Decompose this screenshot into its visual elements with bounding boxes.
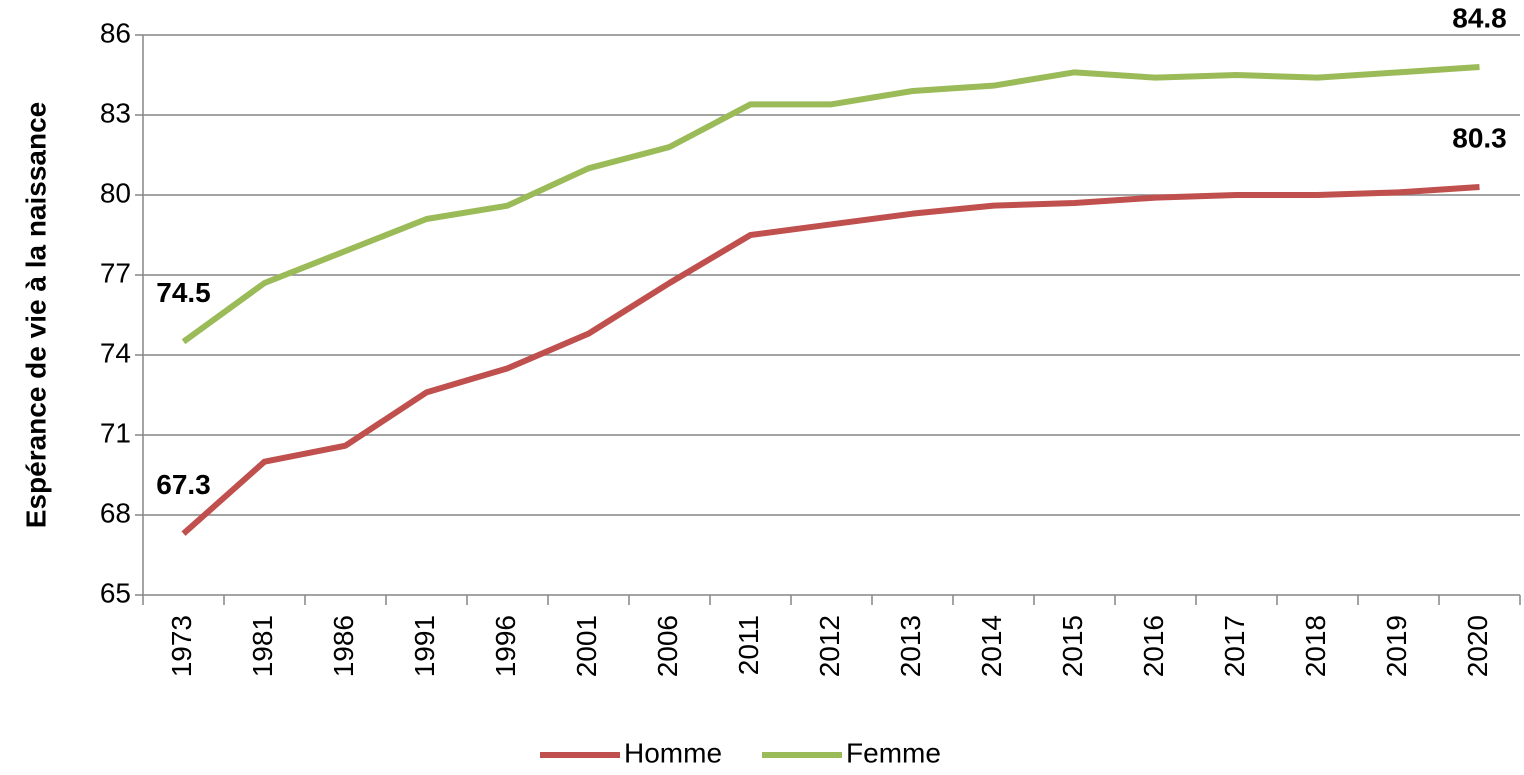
x-tick-label: 2014 [976, 615, 1007, 677]
y-tick-label: 80 [100, 177, 131, 208]
line-series [181, 64, 1480, 345]
x-tick-label: 1996 [490, 615, 521, 677]
line-series [181, 184, 1480, 536]
legend-label: Homme [624, 737, 722, 768]
y-tick-label: 71 [100, 417, 131, 448]
y-tick-label: 77 [100, 257, 131, 288]
x-tick-label: 2018 [1300, 615, 1331, 677]
x-tick-label: 1991 [409, 615, 440, 677]
x-tick-label: 1981 [247, 615, 278, 677]
data-label: 67.3 [156, 469, 211, 500]
data-label: 84.8 [1452, 2, 1507, 33]
x-tick-label: 2011 [733, 615, 764, 675]
x-tick-label: 2006 [652, 615, 683, 677]
data-label: 74.5 [156, 277, 211, 308]
x-tick-label: 2012 [814, 615, 845, 677]
y-tick-label: 65 [100, 577, 131, 608]
x-tick-label: 2016 [1138, 615, 1169, 677]
y-axis-title: Espérance de vie à la naissance [20, 102, 51, 528]
legend-label: Femme [846, 737, 941, 768]
x-tick-label: 1973 [166, 615, 197, 677]
x-tick-label: 2017 [1219, 615, 1250, 677]
data-label: 80.3 [1452, 122, 1507, 153]
y-tick-label: 68 [100, 497, 131, 528]
x-tick-label: 2013 [895, 615, 926, 677]
y-tick-label: 86 [100, 17, 131, 48]
y-tick-label: 74 [100, 337, 131, 368]
x-tick-label: 2020 [1462, 615, 1493, 677]
x-tick-label: 2019 [1381, 615, 1412, 677]
y-tick-label: 83 [100, 97, 131, 128]
x-tick-label: 2015 [1057, 615, 1088, 677]
x-tick-label: 2001 [571, 615, 602, 677]
x-tick-label: 1986 [328, 615, 359, 677]
